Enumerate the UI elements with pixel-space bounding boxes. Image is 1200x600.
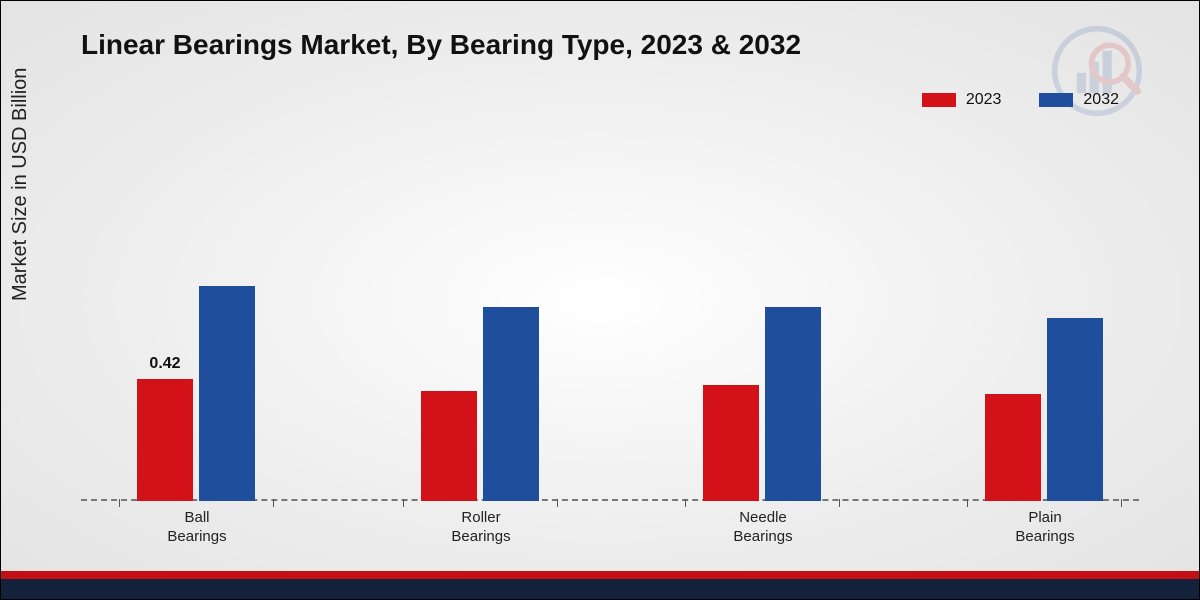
footer-stripe-red xyxy=(1,571,1199,579)
legend-swatch-2023 xyxy=(922,93,956,107)
watermark-bar-2 xyxy=(1090,62,1099,93)
bar-2023 xyxy=(137,379,193,501)
plot-area: 0.42BallBearings RollerBearings NeedleBear… xyxy=(81,141,1139,501)
bar-2032 xyxy=(765,307,821,501)
chart-canvas: Linear Bearings Market, By Bearing Type,… xyxy=(0,0,1200,600)
x-tick xyxy=(967,499,968,507)
x-tick xyxy=(1121,499,1122,507)
legend: 2023 2032 xyxy=(922,91,1119,109)
bar-2032 xyxy=(1047,318,1103,501)
bar-2023 xyxy=(985,394,1041,501)
bar-2023 xyxy=(703,385,759,501)
legend-swatch-2032 xyxy=(1039,93,1073,107)
x-tick xyxy=(685,499,686,507)
x-axis-category-label: RollerBearings xyxy=(411,501,551,547)
legend-label-2032: 2032 xyxy=(1083,91,1119,109)
y-axis-label: Market Size in USD Billion xyxy=(9,68,32,301)
legend-item-2023: 2023 xyxy=(922,91,1002,109)
bar-2032 xyxy=(199,286,255,501)
bar-group-0: 0.42BallBearings xyxy=(137,286,255,501)
legend-item-2032: 2032 xyxy=(1039,91,1119,109)
chart-title: Linear Bearings Market, By Bearing Type,… xyxy=(81,29,801,61)
bar-group-2: NeedleBearings xyxy=(703,307,821,501)
bar-group-3: PlainBearings xyxy=(985,318,1103,501)
footer-stripe-dark xyxy=(1,579,1199,599)
x-axis-category-label: NeedleBearings xyxy=(693,501,833,547)
watermark-lens xyxy=(1091,45,1128,82)
x-tick xyxy=(119,499,120,507)
x-tick xyxy=(403,499,404,507)
x-axis-category-label: PlainBearings xyxy=(975,501,1115,547)
x-tick xyxy=(839,499,840,507)
bar-2023 xyxy=(421,391,477,501)
legend-label-2023: 2023 xyxy=(966,91,1002,109)
x-tick xyxy=(273,499,274,507)
bar-2032 xyxy=(483,307,539,501)
watermark-bar-3 xyxy=(1103,51,1112,93)
bar-group-1: RollerBearings xyxy=(421,307,539,501)
x-tick xyxy=(557,499,558,507)
x-axis-category-label: BallBearings xyxy=(127,501,267,547)
bar-value-label: 0.42 xyxy=(137,355,193,373)
watermark-handle xyxy=(1123,77,1138,92)
